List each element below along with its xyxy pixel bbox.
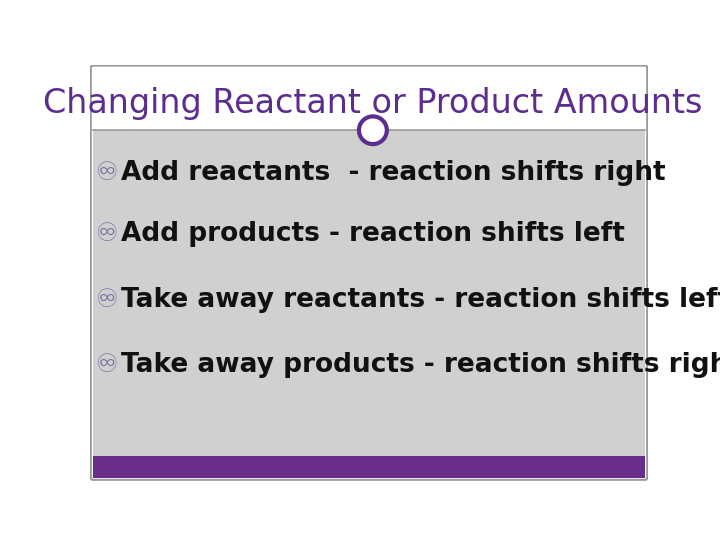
- FancyBboxPatch shape: [91, 65, 647, 480]
- Text: Changing Reactant or Product Amounts: Changing Reactant or Product Amounts: [43, 87, 703, 120]
- Text: Add reactants  - reaction shifts right: Add reactants - reaction shifts right: [121, 160, 665, 186]
- Bar: [93, 130, 645, 457]
- Bar: [93, 68, 645, 130]
- Text: ♾: ♾: [96, 222, 118, 246]
- Text: ♾: ♾: [96, 353, 118, 377]
- Text: Add products - reaction shifts left: Add products - reaction shifts left: [121, 221, 625, 247]
- Text: Take away reactants - reaction shifts left: Take away reactants - reaction shifts le…: [121, 287, 720, 313]
- Text: Take away products - reaction shifts right: Take away products - reaction shifts rig…: [121, 352, 720, 378]
- Text: ♾: ♾: [96, 288, 118, 312]
- Circle shape: [359, 117, 387, 144]
- Bar: [93, 456, 645, 477]
- Text: ♾: ♾: [96, 160, 118, 185]
